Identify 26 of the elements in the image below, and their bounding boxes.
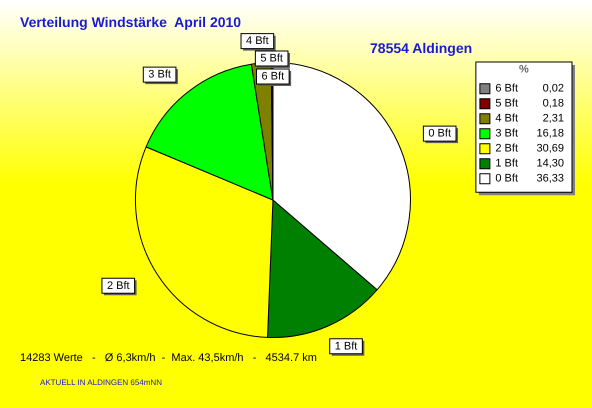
legend-label: 3 Bft (495, 128, 518, 140)
slice-label: 4 Bft (246, 35, 269, 48)
slice-label: 2 Bft (106, 280, 130, 292)
slice-label: 5 Bft (260, 52, 283, 65)
legend-label: 1 Bft (495, 158, 518, 170)
data-label: 30,69 (536, 142, 564, 155)
data-label: 0,02 (542, 82, 564, 95)
chart-title: Verteilung Windstärke April 2010 (20, 14, 242, 30)
legend-label: 6 Bft (495, 82, 518, 95)
chart-subtitle: 78554 Aldingen (370, 40, 472, 56)
legend-label: 0 Bft (495, 172, 518, 185)
slice-label: 1 Bft (334, 340, 358, 352)
data-label: 14,30 (536, 158, 564, 170)
text: 14283 Werte - Ø 6,3km/h - Max. 43,5km/h - 4534.7 km (20, 352, 317, 364)
legend-label: 2 Bft (495, 142, 518, 155)
data-label: 36,33 (536, 172, 564, 185)
data-label: 2,31 (542, 112, 564, 125)
data-label: 16,18 (536, 128, 564, 140)
slice-label: 3 Bft (148, 68, 171, 81)
legend-label: 4 Bft (495, 112, 518, 125)
slice-label: 0 Bft (428, 128, 452, 140)
data-label: 0,18 (542, 98, 564, 110)
slice-label: 6 Bft (262, 70, 284, 83)
legend-title: % (519, 64, 530, 76)
text: AKTUELL IN ALDINGEN 654mNN (40, 378, 162, 387)
legend-label: 5 Bft (495, 98, 518, 110)
